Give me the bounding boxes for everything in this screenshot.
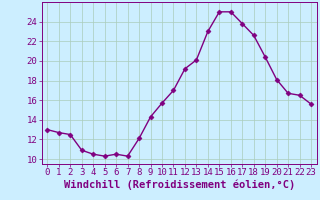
X-axis label: Windchill (Refroidissement éolien,°C): Windchill (Refroidissement éolien,°C) [64, 180, 295, 190]
